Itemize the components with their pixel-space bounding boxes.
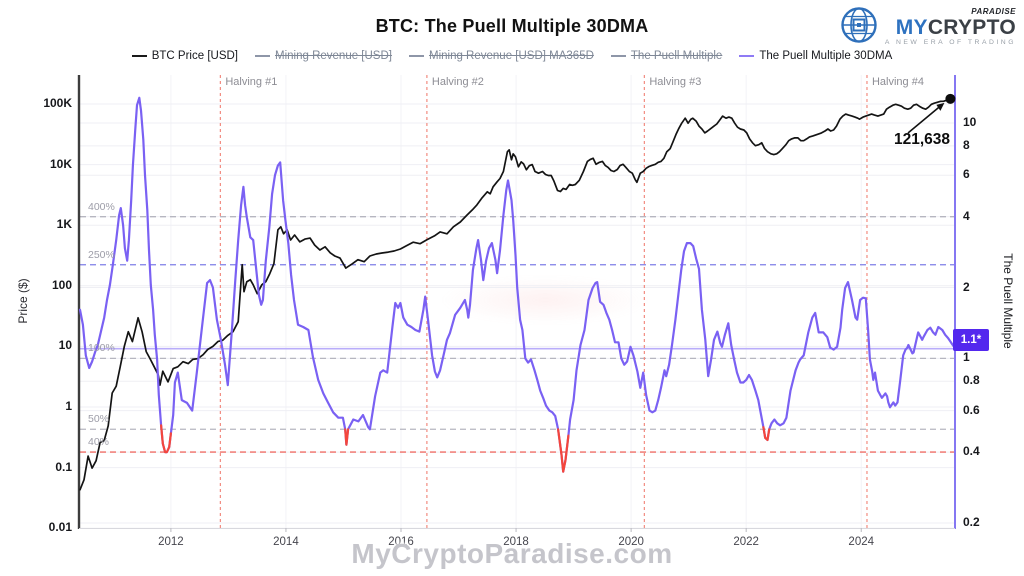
left-axis-tick: 10	[58, 338, 72, 353]
right-axis-tick: 0.2	[963, 514, 980, 529]
x-axis-tick: 2024	[848, 536, 875, 548]
chart-legend: BTC Price [USD] Mining Revenue [USD] Minin…	[0, 50, 1024, 62]
left-axis-tick: 0.01	[48, 520, 72, 535]
x-axis-tick: 2016	[388, 536, 414, 548]
right-axis-tick: 4	[963, 208, 970, 223]
annotation-arrowhead	[936, 102, 945, 111]
halving-label: Halving #4	[871, 76, 924, 88]
left-axis-tick: 100K	[43, 96, 72, 110]
legend-label: The Puell Multiple	[630, 50, 723, 62]
left-axis-tick: 100	[51, 277, 72, 292]
right-axis-tick: 0.4	[963, 444, 980, 459]
bottom-watermark: MyCryptoParadise.com	[351, 538, 673, 569]
puell-low-red-segment	[556, 428, 570, 473]
mycrypto-logo: PARADISE MYCRYPTO A NEW ERA OF TRADING	[839, 5, 1016, 50]
right-axis-tick: 2	[963, 279, 970, 294]
puell-low-red-segment	[160, 424, 172, 454]
legend-item-4[interactable]: The Puell Multiple 30DMA	[739, 50, 892, 62]
ref-line-label: 50%	[88, 413, 110, 426]
logo-tagline: A NEW ERA OF TRADING	[884, 39, 1016, 47]
btc-price-line	[79, 97, 952, 491]
logo-paradise-label: PARADISE	[971, 7, 1016, 17]
right-axis-tick: 1	[963, 350, 970, 365]
legend-dash-icon	[408, 55, 424, 57]
legend-label: The Puell Multiple 30DMA	[759, 50, 893, 62]
left-axis-tick: 0.1	[55, 459, 72, 474]
left-axis-tick: 1	[65, 399, 72, 413]
puell-low-red-segment	[344, 428, 350, 446]
ref-line-label: 40%	[88, 436, 110, 449]
legend-dash-icon	[739, 55, 755, 57]
right-axis-tick: 0.8	[963, 373, 980, 388]
current-puell-badge: 1.1*	[953, 329, 989, 351]
annotation-arrow	[907, 106, 940, 134]
logo-brand: MYCRYPTO	[895, 16, 1016, 40]
halving-label: Halving #3	[649, 76, 702, 88]
x-axis-tick: 2018	[503, 536, 529, 548]
legend-label: Mining Revenue [USD] MA365D	[428, 50, 594, 62]
ref-line-label: 400%	[88, 200, 115, 213]
halving-label: Halving #1	[225, 76, 278, 88]
x-axis-tick: 2020	[618, 536, 644, 548]
last-price-dot	[945, 93, 956, 104]
faint-center-watermark	[440, 276, 650, 324]
legend-dash-icon	[131, 55, 147, 57]
right-axis-tick: 8	[963, 137, 970, 152]
legend-dash-icon	[255, 55, 270, 57]
halving-label: Halving #2	[431, 76, 484, 88]
legend-item-0[interactable]: BTC Price [USD]	[131, 50, 238, 62]
legend-item-1[interactable]: Mining Revenue [USD]	[255, 50, 392, 62]
page-title: BTC: The Puell Multiple 30DMA	[375, 16, 649, 36]
puell-low-red-segment	[762, 426, 771, 442]
x-axis-tick: 2022	[733, 536, 759, 548]
left-axis-tick: 1K	[56, 217, 72, 232]
x-axis-tick: 2014	[273, 536, 299, 548]
ref-line-label: 250%	[88, 248, 115, 261]
right-axis-title: The Puell Multiple	[1001, 253, 1015, 349]
legend-item-3[interactable]: The Puell Multiple	[610, 50, 723, 62]
legend-dash-icon	[610, 55, 626, 57]
right-axis-tick: 6	[963, 167, 970, 182]
globe-icon	[839, 5, 879, 50]
legend-label: Mining Revenue [USD]	[275, 50, 392, 62]
left-axis-title: Price ($)	[16, 278, 30, 324]
x-axis-tick: 2012	[158, 536, 184, 548]
left-axis-tick: 10K	[49, 156, 72, 171]
legend-label: BTC Price [USD]	[151, 50, 238, 62]
ref-line-label: 100%	[88, 342, 115, 355]
last-price-annotation: 121,638	[893, 131, 951, 148]
legend-item-2[interactable]: Mining Revenue [USD] MA365D	[408, 50, 594, 62]
right-axis-tick: 0.6	[963, 402, 980, 417]
puell-30dma-line	[78, 96, 955, 473]
right-axis-tick: 10	[963, 115, 977, 129]
